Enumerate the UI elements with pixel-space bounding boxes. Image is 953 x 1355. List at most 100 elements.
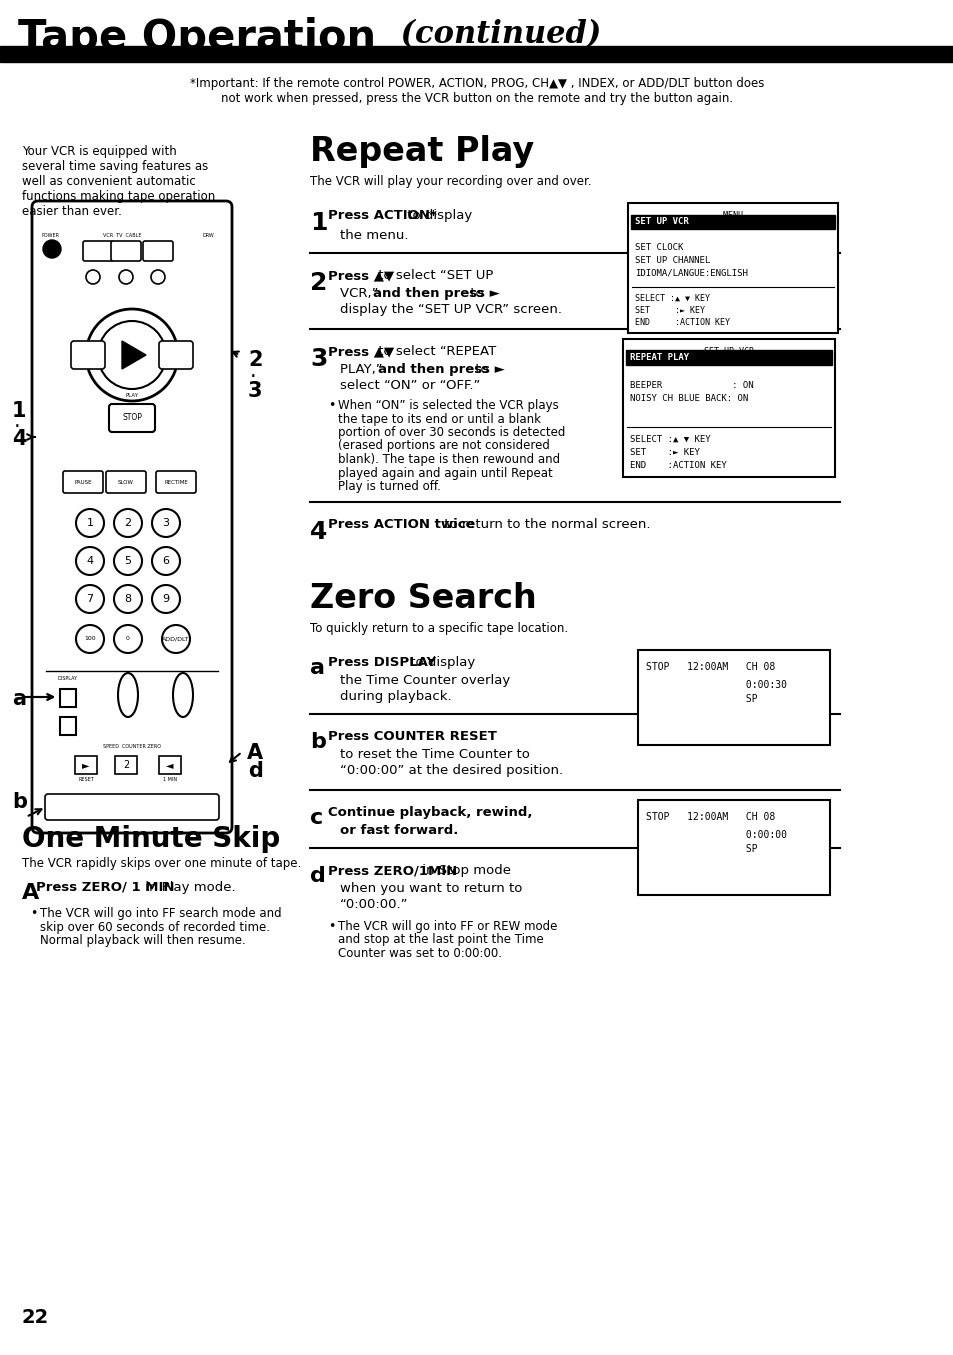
Text: “0:00:00” at the desired position.: “0:00:00” at the desired position. (339, 764, 562, 776)
Text: to select “SET UP: to select “SET UP (374, 270, 494, 282)
Text: 2: 2 (248, 350, 262, 370)
Text: END    :ACTION KEY: END :ACTION KEY (629, 461, 726, 470)
Text: Press DISPLAY: Press DISPLAY (328, 656, 436, 669)
Bar (638, 799, 829, 896)
Text: A: A (247, 743, 263, 763)
Text: 0:00:30: 0:00:30 (645, 680, 786, 690)
Text: and stop at the last point the Time: and stop at the last point the Time (337, 934, 543, 947)
Text: *Important: If the remote control POWER, ACTION, PROG, CH▲▼ , INDEX, or ADD/DLT : *Important: If the remote control POWER,… (190, 77, 763, 89)
Text: to return to the normal screen.: to return to the normal screen. (439, 518, 649, 531)
Bar (622, 339, 834, 477)
Text: 0:00:00: 0:00:00 (645, 831, 786, 840)
Bar (60, 717, 76, 734)
Text: VCR  TV  CABLE: VCR TV CABLE (103, 233, 141, 238)
Text: When “ON” is selected the VCR plays: When “ON” is selected the VCR plays (337, 398, 558, 412)
Bar (0, 46, 953, 62)
Text: select “ON” or “OFF.”: select “ON” or “OFF.” (339, 379, 480, 392)
Bar (60, 688, 76, 707)
Text: 3: 3 (162, 518, 170, 528)
Text: functions making tape operation: functions making tape operation (22, 190, 215, 203)
Text: DISPLAY: DISPLAY (58, 676, 78, 682)
Bar (638, 650, 829, 745)
Text: ·: · (14, 417, 21, 438)
Text: 8: 8 (124, 593, 132, 604)
FancyBboxPatch shape (45, 794, 219, 820)
Text: Your VCR is equipped with: Your VCR is equipped with (22, 145, 176, 159)
Text: to: to (465, 287, 483, 299)
Text: STOP: STOP (122, 412, 142, 421)
Text: b: b (12, 793, 27, 812)
Polygon shape (122, 341, 146, 369)
Text: display the “SET UP VCR” screen.: display the “SET UP VCR” screen. (339, 304, 561, 316)
Ellipse shape (118, 673, 138, 717)
Text: Press ▲▼: Press ▲▼ (328, 270, 394, 282)
Text: END     :ACTION KEY: END :ACTION KEY (635, 318, 729, 327)
Text: 1: 1 (310, 211, 327, 234)
Text: 2: 2 (123, 760, 129, 770)
Text: Press ZERO/ 1 MIN: Press ZERO/ 1 MIN (36, 881, 174, 894)
Text: IDIOMA/LANGUE:ENGLISH: IDIOMA/LANGUE:ENGLISH (635, 270, 747, 278)
Text: c: c (310, 808, 323, 828)
Text: STOP   12:00AM   CH 08: STOP 12:00AM CH 08 (645, 663, 775, 672)
Text: several time saving features as: several time saving features as (22, 160, 208, 173)
Text: VCR,”: VCR,” (339, 287, 382, 299)
Text: One Minute Skip: One Minute Skip (22, 825, 280, 854)
Text: well as convenient automatic: well as convenient automatic (22, 175, 195, 188)
Text: ·: · (250, 367, 256, 388)
Text: ------ SET UP VCR ------: ------ SET UP VCR ------ (668, 347, 788, 356)
Text: Play is turned off.: Play is turned off. (337, 480, 440, 493)
Text: SLOW: SLOW (118, 480, 133, 485)
Bar (159, 756, 181, 774)
Text: or fast forward.: or fast forward. (339, 824, 457, 837)
Text: 5: 5 (125, 556, 132, 566)
Text: NOISY CH BLUE BACK: ON: NOISY CH BLUE BACK: ON (629, 394, 747, 402)
FancyBboxPatch shape (143, 241, 172, 262)
Text: The VCR will go into FF or REW mode: The VCR will go into FF or REW mode (337, 920, 557, 934)
Text: b: b (310, 732, 326, 752)
Text: •: • (328, 398, 335, 412)
Text: during playback.: during playback. (339, 690, 451, 703)
Text: 6: 6 (162, 556, 170, 566)
Text: skip over 60 seconds of recorded time.: skip over 60 seconds of recorded time. (40, 920, 270, 934)
Text: to: to (471, 363, 488, 375)
Text: 4: 4 (87, 556, 93, 566)
Text: PLAY: PLAY (126, 393, 138, 398)
Circle shape (43, 240, 61, 257)
Text: 100: 100 (84, 637, 95, 641)
Text: when you want to return to: when you want to return to (339, 882, 522, 896)
Text: portion of over 30 seconds is detected: portion of over 30 seconds is detected (337, 425, 565, 439)
FancyBboxPatch shape (159, 341, 193, 369)
Text: VOL: VOL (123, 676, 132, 682)
Text: ◄: ◄ (166, 760, 173, 770)
Text: --------- MENU ---------: --------- MENU --------- (672, 211, 792, 220)
Bar (115, 756, 137, 774)
Text: The VCR will go into FF search mode and: The VCR will go into FF search mode and (40, 906, 281, 920)
FancyBboxPatch shape (156, 472, 195, 493)
Text: and then press ►: and then press ► (373, 287, 499, 299)
Text: Press ACTION*: Press ACTION* (328, 209, 436, 222)
Text: Tape Operation: Tape Operation (18, 18, 375, 60)
Text: PLAY,”: PLAY,” (339, 363, 387, 375)
Text: BEEPER             : ON: BEEPER : ON (629, 381, 753, 390)
Text: 3: 3 (310, 347, 327, 371)
Text: 9: 9 (162, 593, 170, 604)
Text: to reset the Time Counter to: to reset the Time Counter to (339, 748, 529, 762)
Text: SET CLOCK: SET CLOCK (635, 243, 682, 252)
Text: 1 MIN: 1 MIN (163, 776, 177, 782)
Text: Press ACTION twice: Press ACTION twice (328, 518, 475, 531)
Text: blank). The tape is then rewound and: blank). The tape is then rewound and (337, 453, 559, 466)
Text: in Play mode.: in Play mode. (141, 881, 235, 894)
Text: A: A (22, 883, 39, 902)
Text: PAUSE: PAUSE (74, 480, 91, 485)
Text: CH: CH (179, 676, 187, 682)
Text: Zero Search: Zero Search (310, 583, 537, 615)
Text: (erased portions are not considered: (erased portions are not considered (337, 439, 549, 453)
Text: to display: to display (403, 209, 472, 222)
Text: 2: 2 (310, 271, 327, 295)
Text: 7: 7 (87, 593, 93, 604)
Bar (75, 756, 97, 774)
Text: Normal playback will then resume.: Normal playback will then resume. (40, 934, 246, 947)
Text: the Time Counter overlay: the Time Counter overlay (339, 673, 510, 687)
Text: and then press ►: and then press ► (378, 363, 505, 375)
Text: SELECT :▲ ▼ KEY: SELECT :▲ ▼ KEY (629, 435, 710, 444)
